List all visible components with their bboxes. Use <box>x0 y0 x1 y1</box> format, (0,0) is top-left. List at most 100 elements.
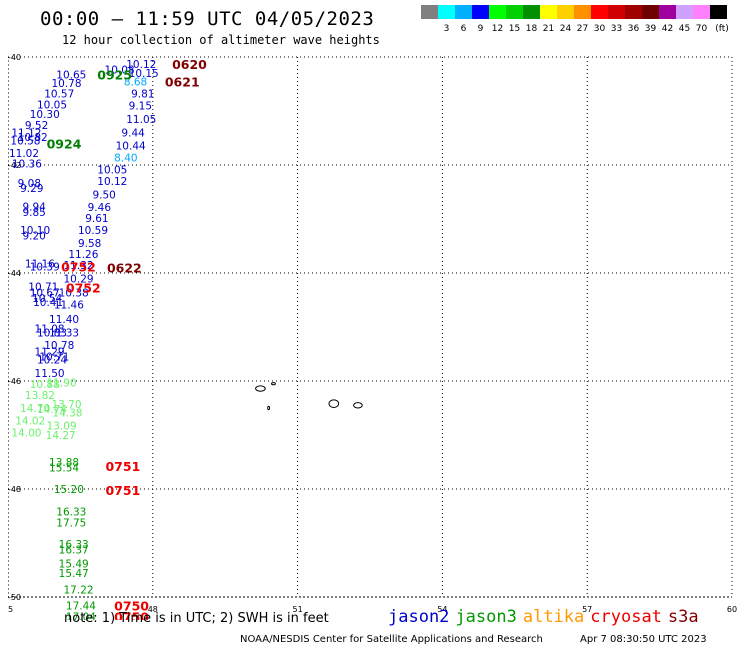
legend-swatch <box>642 5 659 19</box>
wave-height-value: 9.61 <box>85 213 108 225</box>
footer-timestamp: Apr 7 08:30:50 UTC 2023 <box>580 634 707 645</box>
wave-height-value: 13.70 <box>51 399 81 411</box>
wave-height-value: 15.47 <box>59 568 89 580</box>
legend-unit: (ft) <box>715 24 729 34</box>
map-axis-ticks: 45 48 51 54 57 60 -40 -42 -44 -46 -48 -50 <box>3 53 737 614</box>
legend-label: 9 <box>477 24 484 34</box>
wave-height-value: 10.36 <box>12 158 42 170</box>
wave-height-value: 10.29 <box>64 273 94 285</box>
wave-height-value: 10.83 <box>37 327 67 339</box>
wave-height-value: 13.82 <box>25 390 55 402</box>
wave-height-value: 13.88 <box>49 457 79 469</box>
wave-height-value: 11.50 <box>35 368 65 380</box>
wave-height-value: 10.59 <box>78 225 108 237</box>
lon-tick-label: 45 <box>8 605 13 614</box>
satellite-altika: altika <box>522 607 585 627</box>
wave-height-value: 16.33 <box>59 539 89 551</box>
wave-height-value: 17.75 <box>56 517 86 529</box>
legend-label: 27 <box>576 24 589 34</box>
wave-height-value: 10.12 <box>126 59 156 71</box>
wave-height-value: 14.02 <box>15 415 45 427</box>
wave-height-value: 10.82 <box>18 132 48 144</box>
wave-height-value: 10.65 <box>56 69 86 81</box>
wave-height-value: 9.58 <box>78 238 101 250</box>
wave-height-value: 9.44 <box>121 128 145 140</box>
island-outline <box>271 382 276 386</box>
wave-height-value: 9.20 <box>22 231 45 243</box>
map-canvas[interactable]: 454851545760-40-42-44-46-48-50 10.1210.0… <box>3 50 738 624</box>
legend-label: 42 <box>661 24 674 34</box>
legend-label: 45 <box>678 24 691 34</box>
wave-height-value: 17.44 <box>66 601 96 613</box>
wave-height-value: 10.71 <box>39 352 69 364</box>
lon-tick-label: 60 <box>727 605 737 614</box>
pass-time-label: 0620 <box>172 57 207 72</box>
legend-label: 21 <box>542 24 555 34</box>
lon-tick-label: 48 <box>148 605 158 614</box>
legend-label: 3 <box>443 24 450 34</box>
wave-height-value: 14.70 <box>20 403 50 415</box>
legend-label: 39 <box>644 24 657 34</box>
wave-height-value: 9.29 <box>20 183 43 195</box>
legend-swatch <box>608 5 625 19</box>
map-grid <box>7 56 733 598</box>
legend-label: 70 <box>695 24 708 34</box>
wave-height-value: 10.78 <box>51 78 81 90</box>
legend-label: 18 <box>525 24 538 34</box>
wave-height-value: 11.12 <box>11 128 41 140</box>
pass-time-label: 0751 <box>105 483 140 498</box>
wave-height-value: 11.40 <box>49 314 79 326</box>
lon-tick-label: 51 <box>293 605 303 614</box>
lon-tick-label: 57 <box>582 605 592 614</box>
footer-note: note: 1) Time is in UTC; 2) SWH is in fe… <box>64 611 329 626</box>
satellite-cryosat: cryosat <box>590 607 662 627</box>
legend-swatch <box>472 5 489 19</box>
lat-tick-label: -46 <box>8 377 21 386</box>
wave-height-value: 10.41 <box>33 297 63 309</box>
wave-height-value: 11.02 <box>9 148 39 160</box>
page-title: 00:00 – 11:59 UTC 04/05/2023 <box>40 8 375 30</box>
wave-height-value: 10.24 <box>37 354 67 366</box>
wave-height-value: 8.40 <box>114 152 137 164</box>
wave-height-value: 10.15 <box>129 68 159 80</box>
legend-swatch <box>506 5 523 19</box>
wave-height-value: 11.05 <box>126 114 156 126</box>
satellite-jason3: jason3 <box>455 607 517 627</box>
pass-time-label: 0925 <box>97 67 132 82</box>
legend-label: 12 <box>491 24 504 34</box>
wave-height-value: 10.05 <box>97 164 127 176</box>
legend-swatch <box>710 5 727 19</box>
wave-height-value: 10.10 <box>20 225 50 237</box>
wave-height-value: 9.94 <box>22 202 46 214</box>
legend-swatch <box>455 5 472 19</box>
pass-time-label: 0752 <box>66 281 101 296</box>
lat-tick-label: -50 <box>8 593 21 602</box>
island-outline <box>267 405 271 411</box>
color-scale-legend: 3 6 9 12 15 18 21 24 27 30 33 36 39 42 45 70 (ft) <box>421 5 729 35</box>
wave-height-value: 10.39 <box>30 262 60 274</box>
legend-swatch <box>591 5 608 19</box>
wave-height-value: 10.58 <box>10 136 40 148</box>
wave-height-value: 10.38 <box>59 287 89 299</box>
map-border <box>7 56 733 598</box>
wave-height-value: 11.08 <box>35 324 65 336</box>
legend-label: 30 <box>593 24 606 34</box>
wave-height-value: 14.38 <box>52 407 82 419</box>
wave-height-value: 11.16 <box>25 258 55 270</box>
wave-height-value: 10.67 <box>30 287 60 299</box>
lat-tick-label: -40 <box>8 53 21 62</box>
lon-tick-label: 54 <box>437 605 447 614</box>
lat-tick-label: -42 <box>8 161 21 170</box>
pass-time-label: 0750 <box>114 599 149 614</box>
wave-height-value: 10.44 <box>116 141 146 153</box>
wave-height-value: 10.57 <box>44 89 74 101</box>
legend-swatch <box>659 5 676 19</box>
wave-height-value: 11.90 <box>47 378 77 390</box>
legend-swatch <box>693 5 710 19</box>
satellite-legend: jason2 jason3 altika cryosat s3a <box>388 607 705 627</box>
wave-height-value: 15.54 <box>49 462 79 474</box>
wave-height-value: 9.08 <box>18 178 41 190</box>
pass-time-label: 0621 <box>165 74 200 89</box>
wave-height-map[interactable]: 454851545760-40-42-44-46-48-50 10.1210.0… <box>3 50 738 624</box>
legend-swatch <box>625 5 642 19</box>
